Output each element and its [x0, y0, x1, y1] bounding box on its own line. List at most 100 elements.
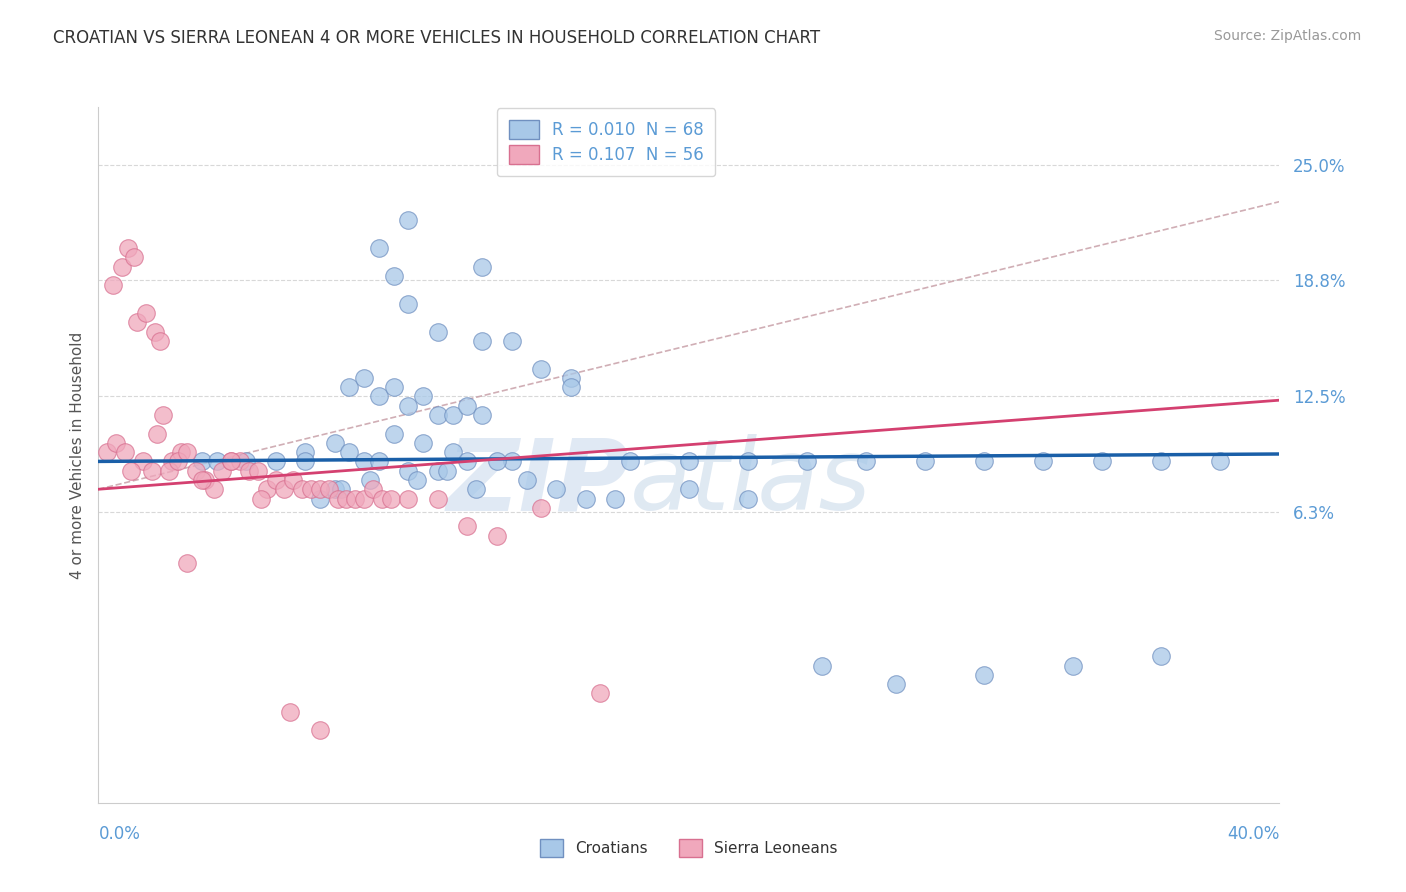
Point: [427, 325, 450, 339]
Point: [103, 278, 125, 293]
Point: [246, 464, 269, 478]
Point: [530, 500, 553, 515]
Point: [141, 464, 163, 478]
Text: atlas: atlas: [630, 434, 872, 532]
Point: [323, 482, 346, 496]
Point: [737, 491, 759, 506]
Point: [530, 361, 553, 376]
Point: [125, 315, 148, 329]
Point: [1062, 658, 1084, 673]
Point: [560, 371, 582, 385]
Point: [398, 491, 420, 506]
Point: [361, 482, 384, 496]
Point: [309, 723, 332, 738]
Text: CROATIAN VS SIERRA LEONEAN 4 OR MORE VEHICLES IN HOUSEHOLD CORRELATION CHART: CROATIAN VS SIERRA LEONEAN 4 OR MORE VEH…: [53, 29, 821, 46]
Point: [486, 528, 509, 542]
Point: [398, 464, 420, 478]
Point: [359, 473, 381, 487]
Point: [117, 241, 139, 255]
Point: [135, 306, 157, 320]
Text: 40.0%: 40.0%: [1227, 825, 1279, 843]
Point: [855, 454, 877, 468]
Point: [1150, 649, 1173, 664]
Point: [380, 491, 402, 506]
Point: [353, 371, 375, 385]
Point: [382, 268, 405, 283]
Point: [427, 408, 450, 422]
Point: [486, 454, 509, 468]
Point: [294, 445, 316, 459]
Point: [457, 454, 479, 468]
Point: [122, 250, 145, 264]
Point: [501, 454, 523, 468]
Point: [441, 408, 464, 422]
Point: [294, 454, 316, 468]
Point: [191, 454, 214, 468]
Point: [309, 482, 332, 496]
Point: [211, 464, 233, 478]
Point: [273, 482, 295, 496]
Point: [221, 454, 243, 468]
Legend: Croatians, Sierra Leoneans: Croatians, Sierra Leoneans: [533, 832, 845, 864]
Point: [318, 482, 340, 496]
Point: [457, 399, 479, 413]
Point: [157, 464, 180, 478]
Point: [1091, 454, 1114, 468]
Point: [368, 454, 391, 468]
Point: [323, 435, 346, 450]
Point: [146, 426, 169, 441]
Point: [368, 241, 391, 255]
Point: [264, 454, 287, 468]
Point: [229, 454, 252, 468]
Point: [184, 464, 207, 478]
Point: [202, 482, 225, 496]
Point: [149, 334, 172, 348]
Point: [973, 667, 995, 681]
Point: [471, 260, 494, 274]
Text: 0.0%: 0.0%: [98, 825, 141, 843]
Point: [283, 473, 305, 487]
Text: Source: ZipAtlas.com: Source: ZipAtlas.com: [1213, 29, 1361, 43]
Point: [96, 445, 118, 459]
Point: [235, 454, 257, 468]
Point: [884, 677, 907, 691]
Point: [398, 213, 420, 227]
Point: [329, 482, 352, 496]
Point: [162, 454, 183, 468]
Point: [132, 454, 155, 468]
Point: [465, 482, 488, 496]
Point: [436, 464, 458, 478]
Point: [914, 454, 936, 468]
Point: [299, 482, 322, 496]
Point: [191, 473, 214, 487]
Point: [678, 454, 700, 468]
Point: [441, 445, 464, 459]
Point: [1150, 454, 1173, 468]
Point: [737, 454, 759, 468]
Point: [516, 473, 538, 487]
Point: [575, 491, 598, 506]
Point: [353, 454, 375, 468]
Point: [471, 334, 494, 348]
Point: [111, 260, 134, 274]
Point: [339, 380, 361, 394]
Point: [406, 473, 429, 487]
Point: [368, 389, 391, 403]
Point: [335, 491, 357, 506]
Point: [605, 491, 627, 506]
Point: [205, 454, 228, 468]
Point: [412, 389, 434, 403]
Point: [398, 399, 420, 413]
Point: [167, 454, 190, 468]
Point: [264, 473, 287, 487]
Point: [371, 491, 394, 506]
Point: [238, 464, 260, 478]
Point: [170, 445, 193, 459]
Point: [546, 482, 568, 496]
Point: [427, 491, 450, 506]
Point: [398, 296, 420, 310]
Point: [256, 482, 278, 496]
Point: [973, 454, 995, 468]
Point: [382, 380, 405, 394]
Point: [291, 482, 314, 496]
